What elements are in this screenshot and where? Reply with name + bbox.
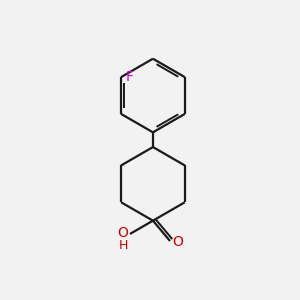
Text: O: O bbox=[172, 235, 183, 249]
Text: H: H bbox=[119, 238, 128, 252]
Text: F: F bbox=[125, 70, 134, 83]
Text: O: O bbox=[117, 226, 128, 240]
